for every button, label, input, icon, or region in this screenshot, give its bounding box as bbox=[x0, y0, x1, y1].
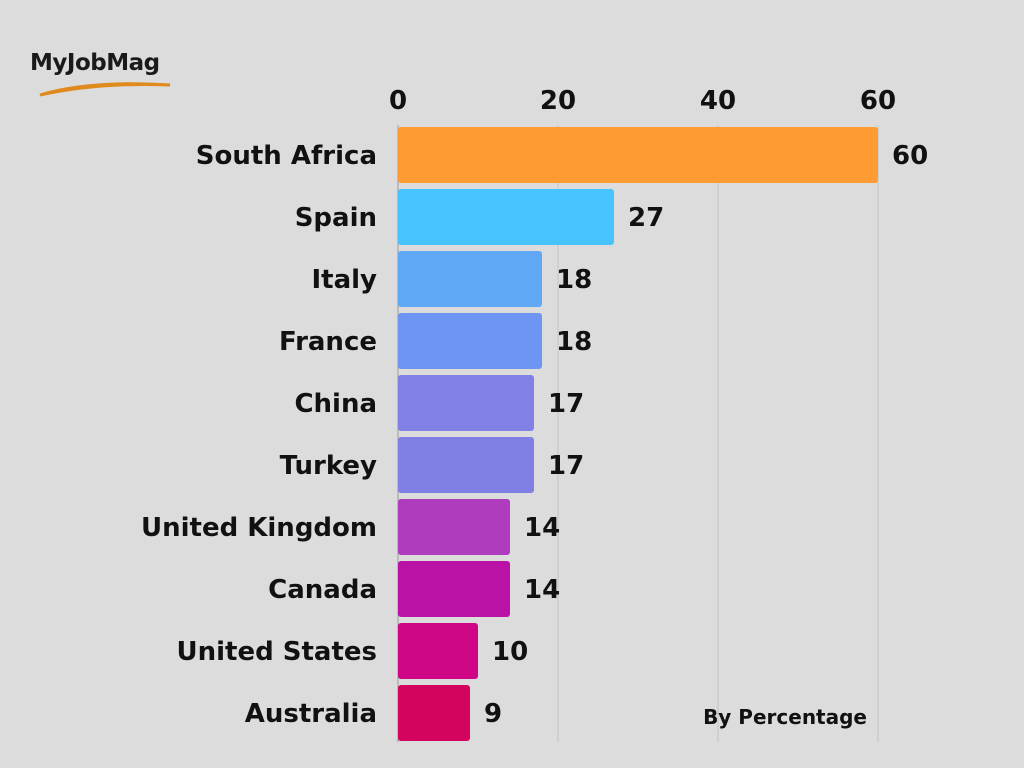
brand-logo: MyJobMag bbox=[30, 50, 180, 100]
value-label: 14 bbox=[524, 513, 560, 543]
bar bbox=[398, 499, 510, 555]
category-label: Spain bbox=[295, 203, 377, 233]
x-tick-label: 40 bbox=[700, 86, 736, 116]
logo-text: MyJobMag bbox=[30, 50, 160, 76]
bar bbox=[398, 127, 878, 183]
value-label: 9 bbox=[484, 699, 502, 729]
bar bbox=[398, 685, 470, 741]
value-label: 17 bbox=[548, 451, 584, 481]
x-tick-label: 60 bbox=[860, 86, 896, 116]
category-label: Canada bbox=[268, 575, 377, 605]
value-label: 18 bbox=[556, 265, 592, 295]
category-label: South Africa bbox=[196, 141, 377, 171]
bar bbox=[398, 251, 542, 307]
value-label: 27 bbox=[628, 203, 664, 233]
value-label: 18 bbox=[556, 327, 592, 357]
value-labels: 60 27 18 18 17 17 14 14 10 9 bbox=[484, 141, 928, 729]
category-label: Turkey bbox=[280, 451, 377, 481]
bar bbox=[398, 623, 478, 679]
value-label: 60 bbox=[892, 141, 928, 171]
category-label: China bbox=[294, 389, 377, 419]
category-label: France bbox=[279, 327, 377, 357]
logo-swoosh-icon bbox=[39, 82, 171, 97]
bar bbox=[398, 189, 614, 245]
value-label: 17 bbox=[548, 389, 584, 419]
value-label: 10 bbox=[492, 637, 528, 667]
chart-annotation: By Percentage bbox=[703, 705, 867, 729]
category-label: Australia bbox=[245, 699, 377, 729]
category-labels: South Africa Spain Italy France China Turkey U… bbox=[141, 141, 377, 729]
bar bbox=[398, 437, 534, 493]
bar bbox=[398, 313, 542, 369]
category-label: Italy bbox=[311, 265, 377, 295]
bars bbox=[398, 127, 878, 741]
x-tick-label: 0 bbox=[389, 86, 407, 116]
value-label: 14 bbox=[524, 575, 560, 605]
category-label: United Kingdom bbox=[141, 513, 377, 543]
bar bbox=[398, 561, 510, 617]
bar bbox=[398, 375, 534, 431]
x-axis-ticks: 0 20 40 60 bbox=[389, 86, 896, 116]
x-tick-label: 20 bbox=[540, 86, 576, 116]
category-label: United States bbox=[177, 637, 378, 667]
